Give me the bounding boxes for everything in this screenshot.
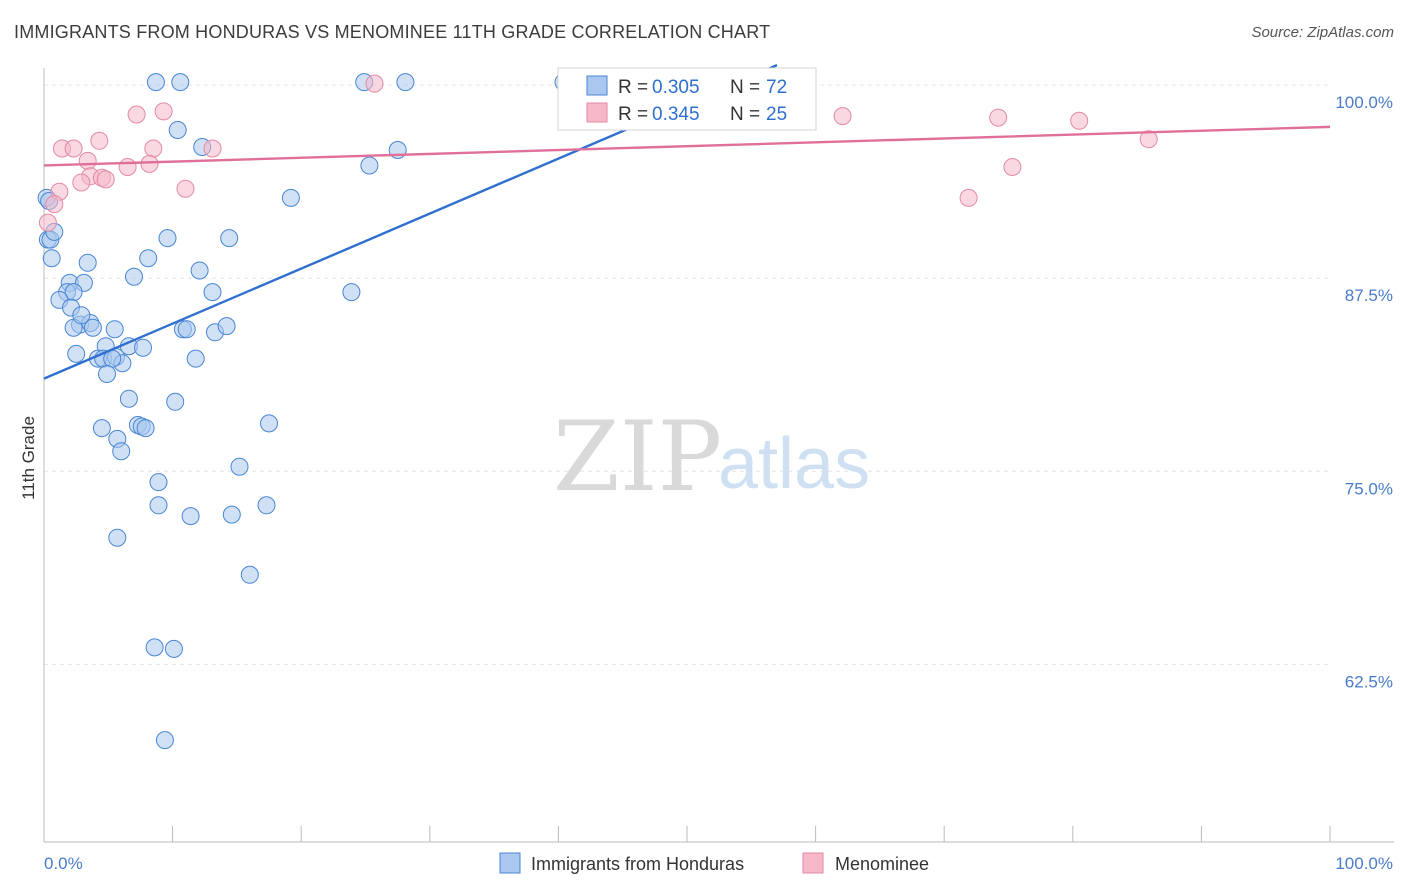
- legend-swatch-menominee: [802, 852, 824, 874]
- grid-lines: [44, 84, 1330, 665]
- y-tick-labels: 100.0% 87.5% 75.0% 62.5%: [1335, 93, 1393, 691]
- point-s0-41: [67, 344, 86, 363]
- watermark-atlas: atlas: [718, 424, 870, 504]
- point-s0-34: [177, 320, 196, 339]
- point-s0-39: [134, 338, 152, 357]
- point-s0-10: [360, 156, 379, 175]
- point-s0-67: [164, 639, 183, 658]
- point-s0-17: [78, 253, 97, 272]
- point-s0-15: [220, 229, 239, 248]
- chart-source: Source: ZipAtlas.com: [1251, 24, 1394, 41]
- point-s0-3: [396, 73, 415, 92]
- series-0-points: [37, 73, 588, 750]
- point-s0-46: [186, 349, 205, 368]
- point-s1-6: [90, 131, 109, 150]
- stats-n-value-honduras: 72: [766, 77, 787, 98]
- point-s1-11: [1139, 130, 1158, 149]
- point-s1-23: [38, 213, 57, 232]
- point-s1-3: [833, 107, 852, 126]
- y-tick-label-0: 100.0%: [1335, 93, 1393, 112]
- point-s0-50: [166, 392, 185, 411]
- point-s0-55: [136, 419, 155, 438]
- stats-r-label-menominee: R =: [618, 104, 648, 125]
- point-s0-63: [222, 505, 241, 524]
- point-s0-61: [257, 496, 276, 515]
- stats-n-label-menominee: N =: [730, 104, 760, 125]
- point-s0-1: [171, 73, 190, 92]
- point-s0-65: [240, 565, 259, 584]
- stats-r-value-menominee: 0.345: [652, 104, 700, 125]
- point-s1-5: [1070, 111, 1089, 130]
- stats-r-label-honduras: R =: [618, 77, 648, 98]
- stats-n-label-honduras: N =: [730, 77, 760, 98]
- point-s1-21: [959, 188, 978, 207]
- point-s0-64: [108, 528, 127, 547]
- y-tick-label-2: 75.0%: [1345, 479, 1393, 498]
- point-s1-0: [365, 74, 384, 93]
- point-s0-62: [181, 507, 200, 526]
- chart-title: IMMIGRANTS FROM HONDURAS VS MENOMINEE 11…: [14, 22, 771, 42]
- point-s1-13: [118, 158, 137, 176]
- stats-n-value-menominee: 25: [766, 104, 787, 125]
- point-s1-18: [72, 173, 91, 192]
- y-tick-label-1: 87.5%: [1345, 286, 1393, 305]
- point-s1-24: [96, 170, 115, 189]
- point-s1-10: [203, 139, 222, 158]
- point-s0-57: [112, 442, 131, 461]
- stats-swatch-honduras: [586, 75, 608, 96]
- stats-swatch-menominee: [586, 102, 608, 123]
- point-s1-15: [1003, 158, 1022, 176]
- point-s0-27: [342, 283, 361, 302]
- point-s0-26: [203, 283, 222, 302]
- point-s1-12: [78, 151, 97, 170]
- point-s1-2: [154, 102, 173, 121]
- point-s0-36: [217, 317, 236, 336]
- point-s0-37: [105, 320, 124, 339]
- point-s0-60: [149, 496, 168, 515]
- point-s0-14: [158, 229, 177, 248]
- point-s1-1: [127, 105, 146, 124]
- trend-line-1: [43, 125, 1331, 167]
- legend-label-honduras: Immigrants from Honduras: [531, 854, 744, 874]
- stats-legend: R = 0.305 N = 72 R = 0.345 N = 25: [557, 67, 817, 131]
- x-tick-label-right: 100.0%: [1335, 854, 1393, 873]
- point-s1-9: [144, 139, 163, 158]
- series-legend: Immigrants from Honduras Menominee: [499, 852, 929, 874]
- y-axis-title: 11th Grade: [19, 416, 38, 500]
- data-points: [37, 73, 1158, 750]
- stats-r-value-honduras: 0.305: [652, 77, 700, 98]
- point-s0-53: [92, 419, 111, 438]
- point-s1-19: [176, 179, 195, 198]
- legend-label-menominee: Menominee: [835, 854, 929, 874]
- point-s0-58: [230, 457, 249, 476]
- point-s0-18: [139, 249, 158, 268]
- point-s1-8: [64, 139, 83, 158]
- point-s0-0: [146, 73, 165, 92]
- point-s1-4: [989, 108, 1008, 127]
- point-s0-48: [98, 365, 116, 383]
- point-s0-16: [42, 249, 61, 268]
- point-s1-14: [140, 154, 159, 173]
- point-s0-11: [281, 188, 300, 207]
- legend-swatch-honduras: [499, 852, 521, 874]
- point-s0-66: [145, 638, 164, 657]
- point-s0-19: [190, 261, 209, 280]
- point-s0-20: [125, 267, 143, 286]
- x-tick-label-left: 0.0%: [44, 854, 83, 873]
- y-tick-label-3: 62.5%: [1345, 672, 1393, 691]
- point-s0-68: [155, 731, 174, 750]
- point-s0-71: [72, 306, 91, 325]
- point-s0-54: [260, 414, 278, 433]
- point-s0-49: [119, 389, 138, 408]
- watermark: ZIP atlas: [553, 401, 870, 513]
- point-s0-32: [83, 318, 102, 337]
- watermark-zip: ZIP: [553, 401, 722, 513]
- point-s1-22: [45, 195, 64, 214]
- point-s0-7: [168, 121, 187, 139]
- series-1-points: [38, 74, 1158, 232]
- point-s0-59: [149, 473, 168, 492]
